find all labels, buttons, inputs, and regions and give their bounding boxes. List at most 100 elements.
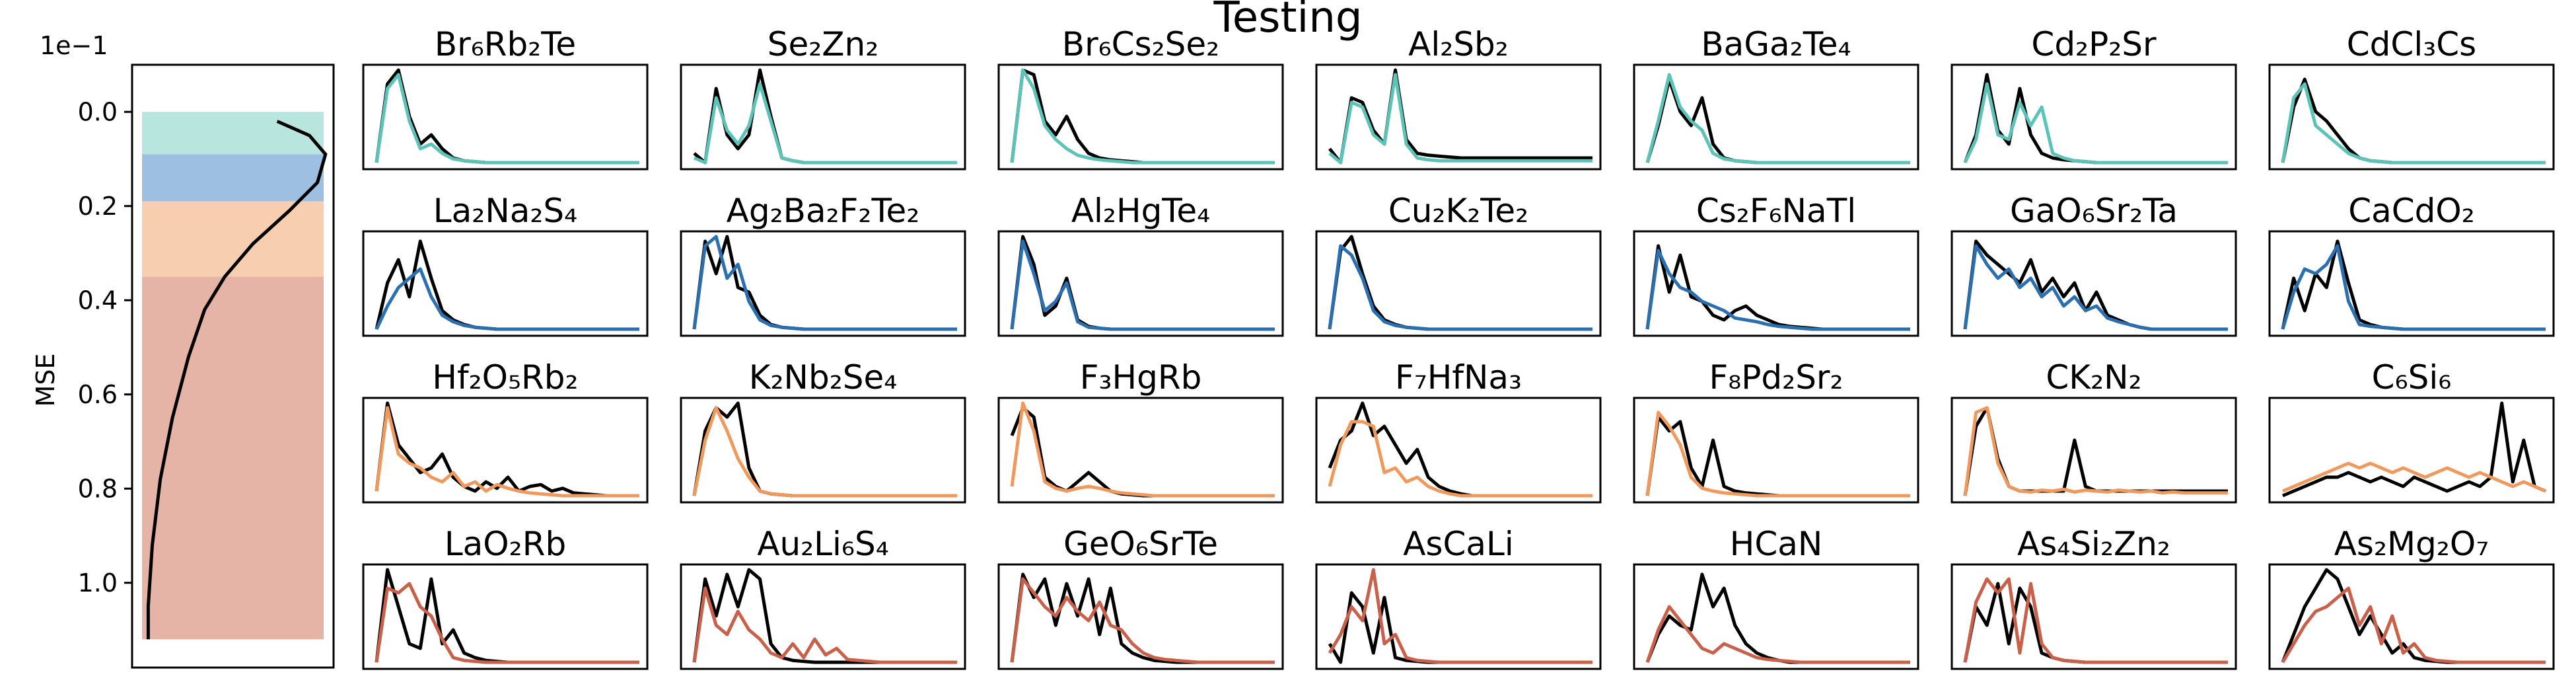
spectrum-panel-title: GaO₆Sr₂Ta [2010, 192, 2178, 230]
true-spectrum-line [2281, 568, 2546, 664]
predicted-spectrum-line [1010, 239, 1275, 331]
true-spectrum-line [1010, 235, 1275, 331]
spectrum-panel-frame [680, 563, 966, 670]
spectrum-panel-title: LaO₂Rb [445, 525, 566, 563]
spectrum-panel-title: Al₂HgTe₄ [1071, 192, 1210, 230]
spectra-panels: Br₆Rb₂Te Se₂Zn₂ Br₆Cs₂Se₂ Al₂Sb₂ BaGa₂Te₄ Cd₂… [362, 25, 2555, 670]
spectrum-panel-9: Al₂HgTe₄ [997, 192, 1284, 337]
true-spectrum-line [1328, 235, 1592, 331]
spectrum-panel-frame [362, 397, 649, 504]
mse-panel-frame [131, 63, 335, 669]
spectrum-panel-24: AsCaLi [1315, 525, 1602, 670]
spectrum-panel-title: As₄Si₂Zn₂ [2017, 525, 2170, 563]
spectrum-panel-frame [997, 63, 1284, 171]
predicted-spectrum-line [1328, 420, 1592, 498]
spectrum-panel-frame [362, 230, 649, 337]
spectrum-panel-frame [997, 397, 1284, 504]
spectrum-panel-frame [1315, 63, 1602, 171]
true-spectrum-line [1963, 239, 2228, 331]
spectrum-panel-title: As₂Mg₂O₇ [2334, 525, 2489, 563]
spectrum-panel-7: La₂Na₂S₄ [362, 192, 649, 337]
true-spectrum-line [2282, 401, 2546, 498]
spectrum-panel-frame [2268, 230, 2555, 337]
predicted-spectrum-line [2281, 82, 2546, 165]
spectrum-panel-title: BaGa₂Te₄ [1701, 25, 1851, 63]
true-spectrum-line [1328, 68, 1592, 165]
spectrum-panel-frame [680, 230, 966, 337]
spectrum-panel-21: LaO₂Rb [362, 525, 649, 670]
spectrum-panel-frame [1950, 563, 2237, 670]
figure-title: Testing [1213, 0, 1363, 42]
spectrum-panel-23: GeO₆SrTe [997, 525, 1284, 670]
spectrum-panel-2: Br₆Cs₂Se₂ [997, 25, 1284, 171]
spectrum-panel-27: As₂Mg₂O₇ [2268, 525, 2555, 670]
spectrum-panel-title: CaCdO₂ [2348, 192, 2475, 230]
true-spectrum-line [1645, 415, 1910, 498]
spectrum-panel-frame [1315, 563, 1602, 670]
mse-distribution-panel: 0.0 0.2 0.4 0.6 0.8 1.0 1e−1 MSE [31, 31, 335, 669]
predicted-spectrum-line [694, 82, 957, 165]
predicted-spectrum-line [1645, 410, 1910, 498]
true-spectrum-line [1963, 73, 2228, 165]
true-spectrum-line [1010, 68, 1275, 165]
predicted-spectrum-line [375, 73, 639, 165]
predicted-spectrum-line [1645, 249, 1910, 331]
predicted-spectrum-line [692, 406, 957, 498]
spectrum-panel-frame [1633, 63, 1919, 171]
mse-y-tick-label-0: 0.0 [78, 97, 118, 126]
spectrum-panel-title: C₆Si₆ [2372, 358, 2452, 397]
mse-y-tick-label-1: 0.2 [78, 192, 118, 221]
spectrum-panel-frame [680, 397, 966, 504]
predicted-spectrum-line [692, 586, 957, 664]
spectrum-panel-frame [1315, 397, 1602, 504]
predicted-spectrum-line [2281, 586, 2546, 664]
spectrum-panel-title: CK₂N₂ [2046, 358, 2141, 397]
true-spectrum-line [1328, 401, 1592, 498]
spectrum-panel-frame [362, 563, 649, 670]
true-spectrum-line [1963, 406, 2228, 496]
mse-density-curve [146, 120, 328, 640]
true-spectrum-line [2281, 77, 2546, 165]
true-spectrum-line [375, 401, 639, 498]
true-spectrum-line [375, 68, 639, 165]
spectrum-panel-frame [1950, 63, 2237, 171]
true-spectrum-line [1963, 582, 2228, 664]
mse-band-3 [142, 276, 324, 640]
spectrum-panel-10: Cu₂K₂Te₂ [1315, 192, 1602, 337]
predicted-spectrum-line [2282, 461, 2546, 493]
spectrum-panel-title: F₈Pd₂Sr₂ [1709, 358, 1843, 397]
spectrum-panel-12: GaO₆Sr₂Ta [1950, 192, 2237, 337]
spectrum-panel-5: Cd₂P₂Sr [1950, 25, 2237, 171]
mse-y-ticks: 0.0 0.2 0.4 0.6 0.8 1.0 [78, 97, 132, 598]
mse-bands [142, 112, 324, 640]
mse-y-axis-label: MSE [31, 354, 60, 407]
predicted-spectrum-line [1010, 401, 1275, 498]
spectrum-panel-frame [1950, 230, 2237, 337]
spectrum-panel-26: As₄Si₂Zn₂ [1950, 525, 2237, 670]
predicted-spectrum-line [1963, 406, 2228, 496]
mse-band-2 [142, 201, 324, 277]
predicted-spectrum-line [1010, 68, 1275, 165]
spectrum-panel-6: CdCl₃Cs [2268, 25, 2555, 171]
spectrum-panel-title: Cs₂F₆NaTl [1696, 192, 1856, 230]
predicted-spectrum-line [375, 267, 639, 331]
true-spectrum-line [2281, 239, 2546, 331]
predicted-spectrum-line [375, 582, 639, 664]
spectrum-panel-title: F₇HfNa₃ [1395, 358, 1522, 397]
spectrum-panel-title: Cu₂K₂Te₂ [1388, 192, 1528, 230]
predicted-spectrum-line [1963, 82, 2228, 165]
predicted-spectrum-line [692, 235, 957, 331]
spectrum-panel-8: Ag₂Ba₂F₂Te₂ [680, 192, 966, 337]
spectrum-panel-0: Br₆Rb₂Te [362, 25, 649, 171]
spectrum-panel-frame [1315, 230, 1602, 337]
spectrum-panel-1: Se₂Zn₂ [680, 25, 966, 171]
spectrum-panel-title: GeO₆SrTe [1063, 525, 1218, 563]
spectrum-panel-18: F₈Pd₂Sr₂ [1633, 358, 1919, 504]
spectrum-panel-frame [2268, 563, 2555, 670]
spectrum-panel-20: C₆Si₆ [2268, 358, 2555, 504]
spectrum-panel-4: BaGa₂Te₄ [1633, 25, 1919, 171]
true-spectrum-line [692, 568, 957, 664]
true-spectrum-line [1645, 244, 1910, 331]
predicted-spectrum-line [1328, 568, 1592, 664]
spectrum-panel-22: Au₂Li₆S₄ [680, 525, 966, 670]
